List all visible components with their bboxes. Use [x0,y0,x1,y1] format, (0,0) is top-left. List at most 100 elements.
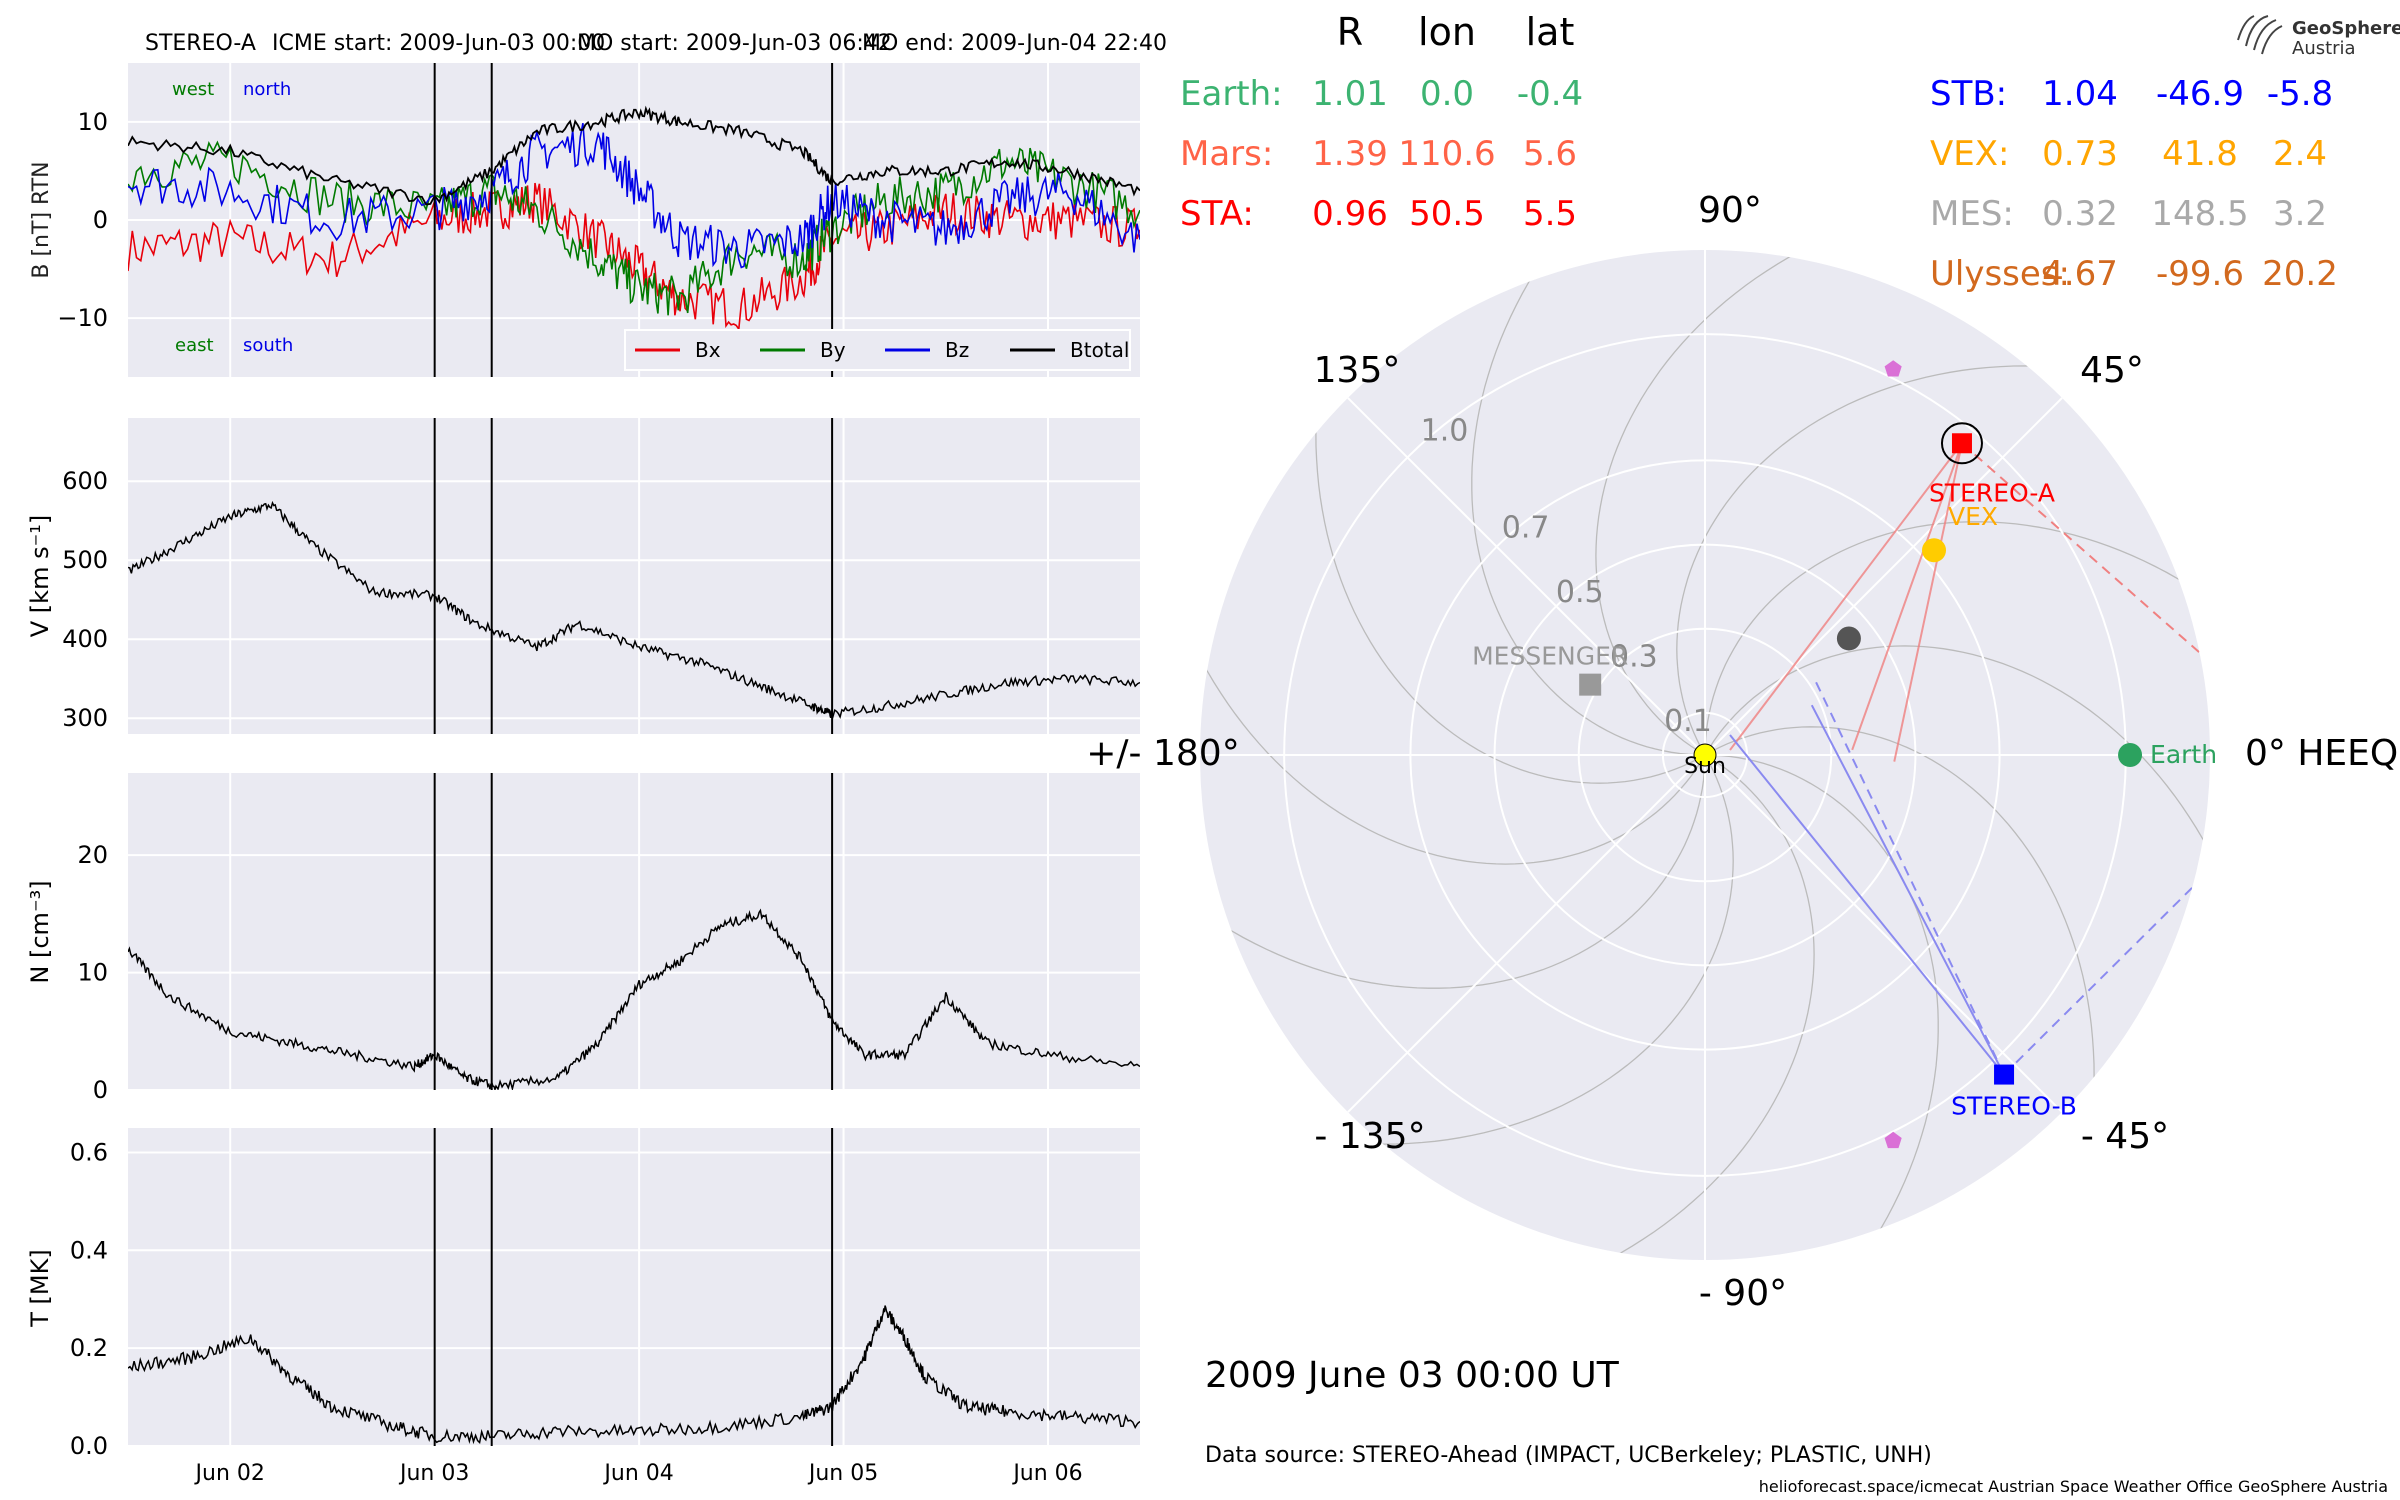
magnetic-field-panel: 100−10 B [nT] RTN west north east south … [29,63,1140,377]
marker-dark-dot [1836,626,1861,651]
time-axis-ticks: Jun 02 Jun 03 Jun 04 Jun 05 Jun 06 [194,1461,1083,1486]
position-row: STA: 0.96 50.5 5.5 [1180,194,1577,234]
position-lat: -5.8 [2267,74,2333,114]
series-btotal [128,105,1140,206]
stb-dashed-line [2003,864,2210,1076]
v-ylabel: V [km s⁻¹] [26,515,54,637]
sta-dashed-line [1961,442,2210,676]
angle-label: 90° [1698,190,1762,231]
position-lat: 2.4 [2273,134,2327,174]
b-ylabel: B [nT] RTN [29,161,54,278]
position-r: 0.32 [2042,194,2118,234]
position-row: STB: 1.04 -46.9 -5.8 [1930,74,2333,114]
y-tick-label: 500 [62,546,108,574]
legend-bx: Bx [695,338,721,362]
b-legend: Bx By Bz Btotal [624,329,1131,371]
position-r: 1.04 [2042,74,2118,114]
angle-label: - 90° [1699,1273,1787,1314]
y-tick-label: 0.0 [70,1432,108,1460]
marker-pentagon [1884,360,1902,377]
sta-field-line [1729,442,1963,751]
y-tick-label: 0.6 [70,1138,108,1166]
body-sun [1693,743,1717,767]
x-tick-label: Jun 04 [602,1461,673,1486]
position-r: 0.96 [1312,194,1388,234]
y-tick-label: 600 [62,467,108,495]
y-tick-label: −10 [57,304,108,332]
col-r-header: R [1337,10,1363,54]
position-lon: 148.5 [2151,194,2248,234]
geosphere-logo: GeoSphere Austria [2237,15,2400,59]
radial-label: 1.0 [1421,414,1469,449]
series-line [128,500,1140,720]
x-tick-label: Jun 06 [1011,1461,1082,1486]
header-spacecraft: STEREO-A [145,31,256,56]
sta-field-line [1893,443,1963,762]
col-lon-header: lon [1418,10,1476,54]
stb-field-line [1810,704,2005,1076]
t-ylabel: T [MK] [26,1249,54,1327]
logo-line1: GeoSphere [2292,18,2400,39]
position-lon: -99.6 [2156,254,2244,294]
y-tick-label: 10 [77,959,108,987]
label-south: south [243,335,293,356]
position-r: 4.67 [2042,254,2118,294]
position-lon: 41.8 [2162,134,2238,174]
legend-bz: Bz [945,338,969,362]
header-icme-start: ICME start: 2009-Jun-03 00:00 [272,31,605,56]
legend-btotal: Btotal [1070,338,1129,362]
body-messenger [1579,673,1602,696]
radial-label: 0.3 [1610,639,1658,674]
series-line [128,908,1140,1090]
position-lon: -46.9 [2156,74,2244,114]
label-east: east [175,335,214,356]
position-row: Earth: 1.01 0.0 -0.4 [1180,74,1583,114]
density-panel: 20 10 0 N [cm⁻³] [26,773,1140,1104]
velocity-panel: 600 500 400 300 V [km s⁻¹] [26,418,1140,734]
y-tick-label: 0.2 [70,1334,108,1362]
stb-dashed-line [1814,679,2005,1075]
legend-by: By [820,338,846,362]
logo-line2: Austria [2292,38,2356,59]
footer-source: Data source: STEREO-Ahead (IMPACT, UCBer… [1205,1443,1932,1468]
series-bz [128,123,1140,269]
position-lon: 0.0 [1420,74,1474,114]
angle-label: - 45° [2081,1116,2169,1157]
y-tick-label: 400 [62,625,108,653]
position-r: 1.39 [1312,134,1388,174]
angle-label: 135° [1314,350,1401,391]
position-name: Earth: [1180,74,1283,114]
label-north: north [243,79,291,100]
body-label: VEX [1948,502,1998,531]
header-mo-start: MO start: 2009-Jun-03 06:42 [577,31,892,56]
x-tick-label: Jun 03 [398,1461,469,1486]
y-tick-label: 0.4 [70,1236,108,1264]
position-r: 0.73 [2042,134,2118,174]
radial-label: 0.5 [1556,575,1604,610]
position-name: VEX: [1930,134,2010,174]
position-lat: 3.2 [2273,194,2327,234]
body-vex [1922,538,1947,563]
radial-label: 0.7 [1502,510,1550,545]
position-name: Mars: [1180,134,1273,174]
y-tick-label: 20 [77,841,108,869]
col-lat-header: lat [1526,10,1575,54]
x-tick-label: Jun 02 [194,1461,265,1486]
body-stereo-b [1994,1064,2015,1085]
body-label: Sun [1684,754,1726,779]
radial-label: 0.1 [1664,704,1712,739]
y-tick-label: 0 [93,1076,108,1104]
position-lat: 20.2 [2262,254,2338,294]
position-name: STB: [1930,74,2007,114]
n-ylabel: N [cm⁻³] [26,880,54,983]
position-name: Ulysses: [1930,254,2070,294]
position-r: 1.01 [1312,74,1388,114]
angle-label: +/- 180° [1086,733,1239,774]
x-tick-label: Jun 05 [807,1461,878,1486]
body-label: MESSENGER [1472,642,1628,671]
temperature-panel: 0.6 0.4 0.2 0.0 T [MK] [26,1128,1140,1460]
sta-field-line [1851,442,1963,751]
stb-field-line [1729,734,2005,1076]
y-tick-label: 300 [62,704,108,732]
